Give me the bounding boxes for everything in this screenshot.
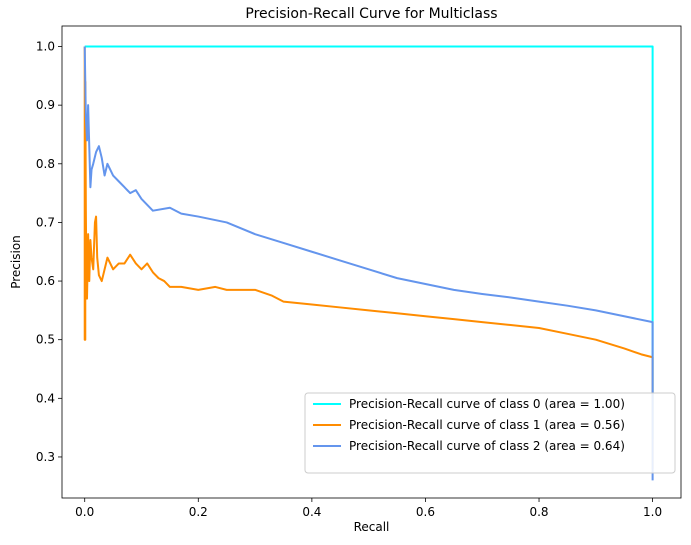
legend: Precision-Recall curve of class 0 (area … (304, 392, 676, 474)
y-tick-label: 0.8 (36, 157, 55, 171)
chart-title: Precision-Recall Curve for Multiclass (245, 6, 497, 22)
legend-label-class-1: Precision-Recall curve of class 1 (area … (349, 418, 625, 432)
legend-label-class-0: Precision-Recall curve of class 0 (area … (349, 397, 625, 411)
y-axis-label: Precision (9, 235, 23, 289)
series-line-class-0 (84, 45, 654, 440)
y-tick-label: 0.9 (36, 98, 55, 112)
series-line-class-2 (83, 46, 654, 481)
x-tick-label: 0.2 (189, 505, 208, 519)
y-tick-label: 0.5 (36, 333, 55, 347)
x-tick-label: 1.0 (643, 505, 662, 519)
y-tick-label: 0.6 (36, 274, 55, 288)
x-tick-label: 0.8 (529, 505, 548, 519)
y-tick-label: 0.3 (36, 450, 55, 464)
legend-label-class-2: Precision-Recall curve of class 2 (area … (349, 439, 625, 453)
y-tick-label: 0.7 (36, 215, 55, 229)
x-tick-label: 0.4 (302, 505, 321, 519)
x-axis-label: Recall (354, 520, 390, 534)
x-tick-label: 0.0 (75, 505, 94, 519)
plot-frame (61, 25, 682, 499)
series-line-class-1 (83, 46, 654, 469)
legend-box (304, 392, 676, 474)
y-tick-label: 1.0 (36, 40, 55, 54)
y-tick-label: 0.4 (36, 391, 55, 405)
x-tick-label: 0.6 (416, 505, 435, 519)
